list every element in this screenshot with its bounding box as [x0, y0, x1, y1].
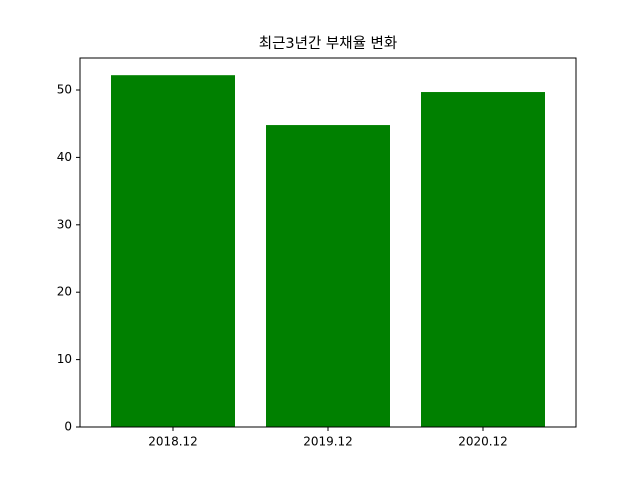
y-tick-label: 10	[57, 352, 72, 366]
bar	[266, 125, 390, 427]
y-tick-label: 0	[64, 420, 72, 434]
x-tick-label: 2019.12	[303, 435, 353, 449]
x-tick-label: 2018.12	[148, 435, 198, 449]
chart-title: 최근3년간 부채율 변화	[259, 35, 398, 52]
plot-frame	[79, 57, 577, 428]
bar	[421, 92, 545, 427]
y-tick-label: 30	[57, 217, 72, 231]
bar	[111, 75, 235, 427]
y-tick-label: 40	[57, 150, 72, 164]
y-tick-label: 20	[57, 285, 72, 299]
x-tick-label: 2020.12	[458, 435, 508, 449]
y-tick-label: 50	[57, 83, 72, 97]
